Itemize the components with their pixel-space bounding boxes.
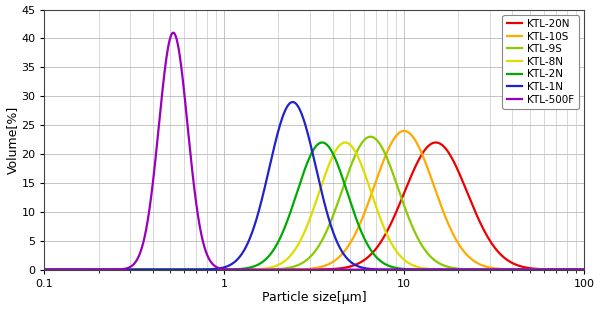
KTL-9S <box>512 268 519 272</box>
KTL-20N <box>134 268 142 272</box>
KTL-20N <box>103 268 110 272</box>
KTL-1N <box>134 268 142 272</box>
KTL-2N <box>41 268 48 272</box>
Line: KTL-20N: KTL-20N <box>44 143 584 270</box>
KTL-10S <box>103 268 110 272</box>
KTL-8N <box>41 268 48 272</box>
X-axis label: Particle size[μm]: Particle size[μm] <box>262 291 367 304</box>
KTL-10S <box>400 129 407 133</box>
KTL-2N <box>580 268 587 272</box>
KTL-500F <box>134 256 142 260</box>
KTL-20N <box>248 268 255 272</box>
KTL-1N <box>512 268 519 272</box>
Line: KTL-10S: KTL-10S <box>44 131 584 270</box>
KTL-1N <box>271 143 278 147</box>
KTL-8N <box>341 141 349 144</box>
KTL-500F <box>248 268 255 272</box>
KTL-20N <box>41 268 48 272</box>
KTL-9S <box>103 268 110 272</box>
KTL-8N <box>248 268 255 271</box>
KTL-1N <box>248 232 255 236</box>
Line: KTL-2N: KTL-2N <box>44 143 584 270</box>
KTL-2N <box>319 141 326 144</box>
KTL-500F <box>103 268 110 272</box>
KTL-2N <box>248 265 255 269</box>
KTL-9S <box>580 268 587 272</box>
KTL-20N <box>432 141 439 144</box>
KTL-10S <box>570 268 577 272</box>
KTL-1N <box>103 268 110 272</box>
KTL-8N <box>580 268 587 272</box>
KTL-9S <box>134 268 142 272</box>
KTL-2N <box>570 268 577 272</box>
KTL-10S <box>271 268 278 272</box>
KTL-8N <box>570 268 577 272</box>
KTL-2N <box>512 268 519 272</box>
KTL-8N <box>103 268 110 272</box>
Line: KTL-8N: KTL-8N <box>44 143 584 270</box>
KTL-1N <box>41 268 48 272</box>
KTL-2N <box>271 246 278 250</box>
Line: KTL-1N: KTL-1N <box>44 102 584 270</box>
KTL-8N <box>134 268 142 272</box>
KTL-500F <box>512 268 519 272</box>
KTL-20N <box>570 268 577 272</box>
KTL-10S <box>41 268 48 272</box>
KTL-1N <box>289 100 296 104</box>
KTL-2N <box>103 268 110 272</box>
KTL-10S <box>580 268 587 272</box>
Line: KTL-9S: KTL-9S <box>44 137 584 270</box>
KTL-500F <box>570 268 577 272</box>
KTL-20N <box>512 263 519 266</box>
KTL-10S <box>248 268 255 272</box>
KTL-8N <box>271 264 278 268</box>
KTL-500F <box>580 268 587 272</box>
KTL-9S <box>248 268 255 272</box>
Line: KTL-500F: KTL-500F <box>44 33 584 270</box>
KTL-2N <box>134 268 142 272</box>
KTL-1N <box>580 268 587 272</box>
Y-axis label: Volume[%]: Volume[%] <box>5 105 19 174</box>
KTL-20N <box>271 268 278 272</box>
KTL-9S <box>41 268 48 272</box>
KTL-10S <box>512 268 519 271</box>
KTL-9S <box>271 268 278 271</box>
KTL-1N <box>570 268 577 272</box>
KTL-500F <box>271 268 278 272</box>
Legend: KTL-20N, KTL-10S, KTL-9S, KTL-8N, KTL-2N, KTL-1N, KTL-500F: KTL-20N, KTL-10S, KTL-9S, KTL-8N, KTL-2N… <box>502 15 579 109</box>
KTL-20N <box>580 268 587 272</box>
KTL-9S <box>570 268 577 272</box>
KTL-500F <box>41 268 48 272</box>
KTL-8N <box>512 268 519 272</box>
KTL-10S <box>134 268 142 272</box>
KTL-9S <box>367 135 374 139</box>
KTL-500F <box>170 31 177 34</box>
